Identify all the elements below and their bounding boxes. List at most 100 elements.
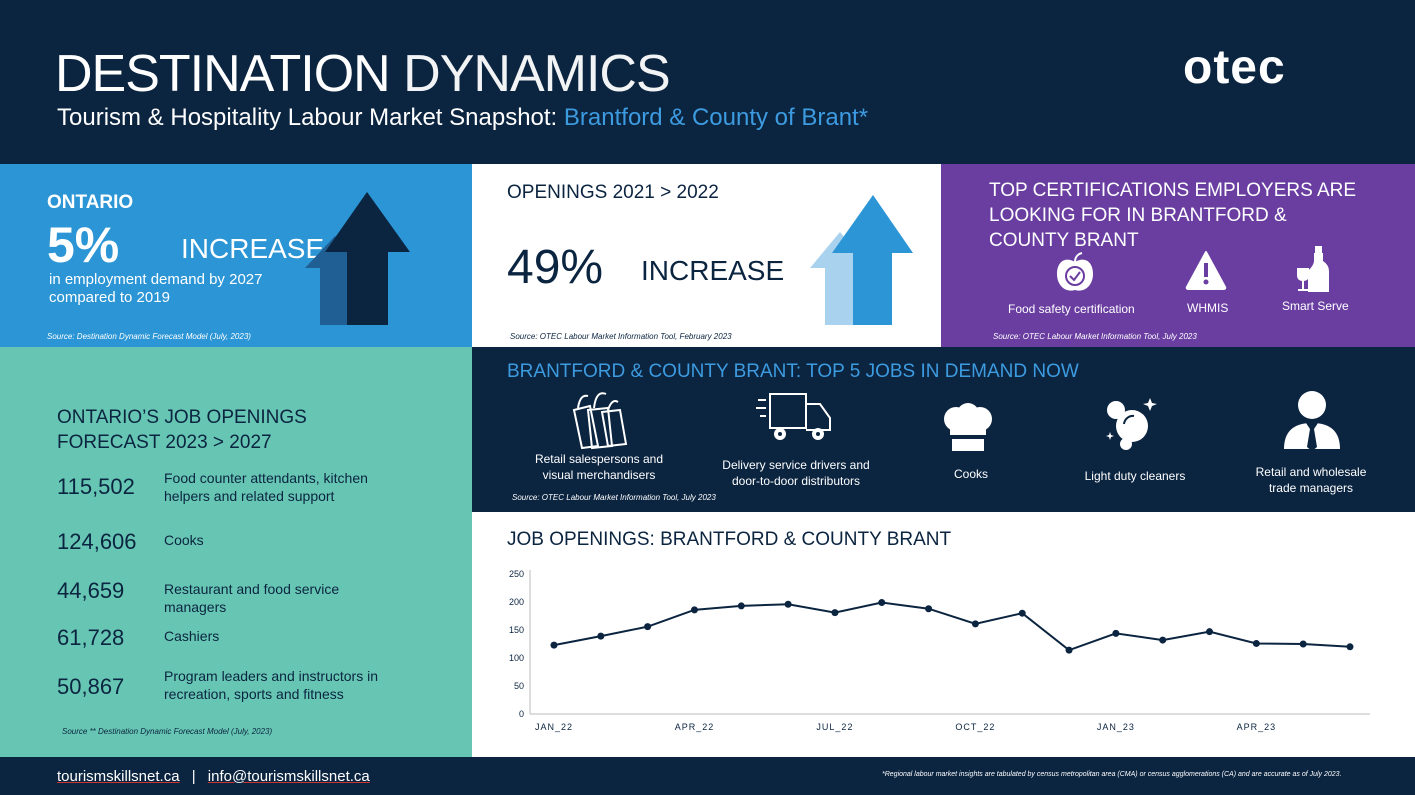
openings-increase-panel: OPENINGS 2021 > 2022 49% INCREASE Source… [472,164,941,347]
forecast-label: Program leaders and instructors in recre… [164,667,378,703]
y-tick-label: 250 [509,569,524,579]
footer: tourismskillsnet.ca | info@tourismskills… [0,757,1415,795]
logo-text: otec [1183,41,1286,94]
job-openings-chart-panel: JOB OPENINGS: BRANTFORD & COUNTY BRANT 0… [472,512,1415,757]
ontario-desc-1: in employment demand by 2027 [49,271,263,288]
forecast-label-line: helpers and related support [164,488,335,504]
data-point [737,602,745,610]
cert-label-smart-serve: Smart Serve [1282,299,1349,313]
email-link[interactable]: info@tourismskillsnet.ca [207,768,370,785]
y-tick-label: 50 [514,681,524,691]
job-label: Light duty cleaners [1068,469,1202,483]
data-point [644,623,652,631]
job-label: Delivery service drivers and door-to-doo… [708,457,884,489]
footer-note: *Regional labour market insights are tab… [882,771,1342,778]
forecast-label-line: Restaurant and food service [164,581,340,597]
data-point [690,606,698,614]
subtitle-region: Brantford & County of Brant* [563,104,869,131]
data-point [1112,629,1120,637]
header-banner: DESTINATION DYNAMICS Tourism & Hospitali… [0,0,1415,164]
job-label-line: Delivery service drivers and [722,458,870,472]
certifications-heading: TOP CERTIFICATIONS EMPLOYERS ARE LOOKING… [989,178,1356,253]
job-openings-forecast-panel: ONTARIO’S JOB OPENINGS FORECAST 2023 > 2… [0,347,472,757]
up-arrows-icon [810,195,913,325]
data-point [1252,639,1260,647]
forecast-value: 115,502 [57,474,135,499]
up-arrows-icon [305,192,410,325]
job-label-line: door-to-door distributors [731,474,861,488]
cleaning-bubbles-icon [1106,398,1157,450]
forecast-label-line: Cooks [164,532,204,548]
forecast-value: 124,606 [57,529,137,554]
line-chart: 0 50 100 150 200 250 JAN_22 APR_22 JUL_22 OCT_22 J… [509,569,1370,732]
job-label: Cooks [928,467,1014,481]
otec-logo: otec [1183,40,1286,95]
data-point [878,599,886,607]
forecast-heading-line-2: FORECAST 2023 > 2027 [57,432,272,453]
job-label-line: Cooks [953,467,988,481]
forecast-label: Food counter attendants, kitchen helpers… [164,469,368,505]
title-bold: DESTINATION [55,45,391,103]
data-point [597,632,605,640]
forecast-label: Restaurant and food service managers [164,580,339,616]
y-tick-label: 150 [509,625,524,635]
series-line [553,601,1351,652]
footer-contact: tourismskillsnet.ca | info@tourismskills… [57,768,370,785]
y-tick-label: 200 [509,597,524,607]
forecast-label-line: Program leaders and instructors in [164,668,378,684]
forecast-heading: ONTARIO’S JOB OPENINGS FORECAST 2023 > 2… [57,405,307,455]
x-tick-label: JAN_22 [535,722,573,732]
forecast-value: 44,659 [57,578,125,603]
ontario-percent: 5% [47,217,120,273]
cert-label-whmis: WHMIS [1187,301,1229,315]
ontario-increase-label: INCREASE [181,233,325,264]
footer-separator: | [191,768,196,785]
openings-heading: OPENINGS 2021 > 2022 [507,182,719,203]
top5-source: Source: OTEC Labour Market Information T… [512,493,716,502]
y-tick-label: 0 [519,709,524,719]
ontario-increase-panel: ONTARIO 5% INCREASE in employment demand… [0,164,472,347]
data-point [925,605,933,613]
top-5-jobs-panel: BRANTFORD & COUNTY BRANT: TOP 5 JOBS IN … [472,347,1415,512]
data-point [1346,643,1354,651]
apple-check-icon [1057,252,1093,291]
forecast-value: 50,867 [57,674,125,699]
forecast-heading-line-1: ONTARIO’S JOB OPENINGS [57,407,307,428]
x-tick-label: APR_23 [1237,722,1277,732]
forecast-label-line: recreation, sports and fitness [164,686,344,702]
delivery-truck-icon [756,393,831,440]
openings-percent: 49% [507,241,604,294]
forecast-label-line: Food counter attendants, kitchen [164,470,368,486]
title-light: DYNAMICS [403,45,670,103]
page-title: DESTINATION DYNAMICS [55,44,671,104]
forecast-label-line: managers [164,599,227,615]
forecast-source: Source ** Destination Dynamic Forecast M… [62,727,273,736]
x-tick-label: JUL_22 [816,722,853,732]
cert-heading-line-3: COUNTY BRANT [989,230,1139,251]
data-point [784,600,792,608]
bottle-glass-icon [1297,246,1329,292]
forecast-label: Cashiers [164,627,219,645]
y-tick-label: 100 [509,653,524,663]
openings-increase-label: INCREASE [641,255,785,286]
website-link[interactable]: tourismskillsnet.ca [57,768,180,785]
job-label-line: Retail and wholesale [1255,465,1367,479]
job-label-line: Light duty cleaners [1084,469,1186,483]
data-point [971,620,979,628]
cert-label-food-safety: Food safety certification [1008,302,1135,316]
manager-person-icon [1284,391,1340,451]
data-point [1159,636,1167,644]
subtitle-prefix: Tourism & Hospitality Labour Market Snap… [57,104,558,131]
job-label-line: trade managers [1268,481,1354,495]
certifications-panel: TOP CERTIFICATIONS EMPLOYERS ARE LOOKING… [941,164,1415,347]
job-label-line: Retail salespersons and [534,452,664,466]
data-point [1065,646,1073,654]
job-label: Retail salespersons and visual merchandi… [512,451,686,483]
data-point [550,641,558,649]
x-tick-label: OCT_22 [955,722,995,732]
ontario-desc-2: compared to 2019 [49,289,170,306]
forecast-value: 61,728 [57,625,125,650]
data-point [831,609,839,617]
ontario-heading: ONTARIO [47,192,134,213]
data-point [1299,640,1307,648]
